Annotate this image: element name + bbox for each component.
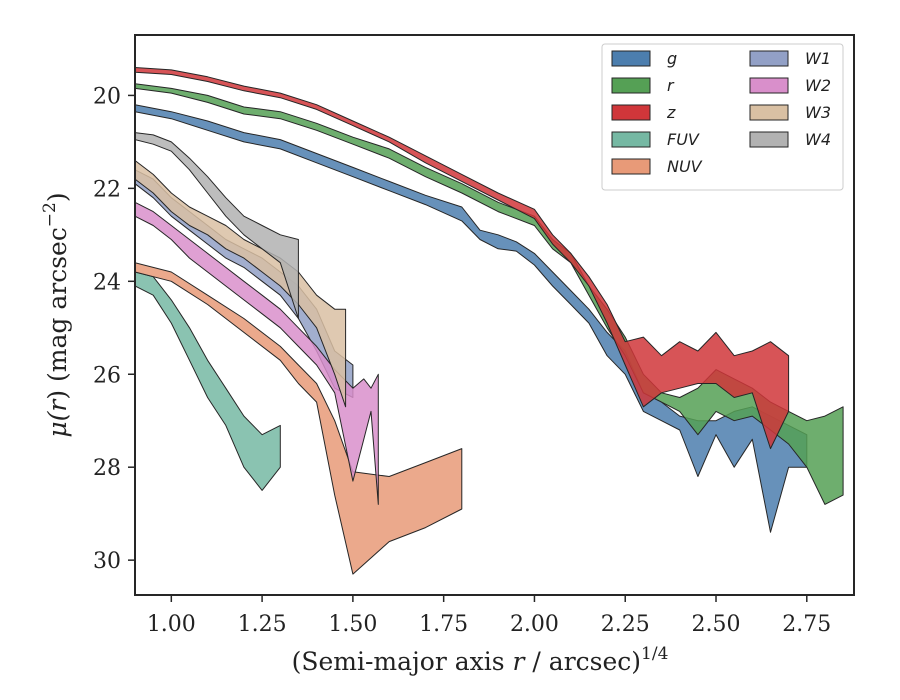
legend-swatch-g xyxy=(611,50,651,67)
band-w2 xyxy=(135,201,379,505)
x-axis-title-unit: / arcsec) xyxy=(524,647,641,676)
legend-label-fuv: FUV xyxy=(667,130,700,149)
x-axis-title: (Semi-major axis r / arcsec)1/4 xyxy=(292,644,669,676)
legend: grz FUV NUV W1 W2 W3 W4 xyxy=(601,43,844,191)
legend-swatch-w3 xyxy=(749,104,789,121)
y-axis-title-pre: μ( xyxy=(43,410,72,437)
y-tick-label: 22 xyxy=(93,177,121,202)
y-tick-label: 20 xyxy=(93,84,121,109)
band-w4 xyxy=(135,132,299,319)
legend-swatch-w4 xyxy=(749,131,789,148)
legend-swatch-w1 xyxy=(749,50,789,67)
legend-swatch-fuv xyxy=(611,131,651,148)
bands-group xyxy=(135,67,844,575)
band-nuv xyxy=(135,262,463,575)
x-axis-ticks: 1.00 1.25 1.50 1.75 2.00 2.25 2.50 2.75 xyxy=(147,595,831,637)
y-tick-label: 28 xyxy=(93,456,121,481)
y-axis-title-var: r xyxy=(43,398,72,412)
x-axis-title-var: r xyxy=(513,647,527,676)
band-r xyxy=(135,83,844,505)
legend-label-w3: W3 xyxy=(805,103,831,122)
x-tick-label: 1.75 xyxy=(419,612,468,637)
y-axis-title-close: ) xyxy=(43,192,72,202)
x-tick-label: 1.25 xyxy=(238,612,287,637)
legend-label-r: r xyxy=(667,76,675,95)
legend-label-nuv: NUV xyxy=(667,157,703,176)
x-tick-label: 1.00 xyxy=(147,612,196,637)
x-tick-label: 2.25 xyxy=(601,612,650,637)
legend-label-w2: W2 xyxy=(805,76,831,95)
x-tick-label: 2.75 xyxy=(782,612,831,637)
y-axis-title-post: ) (mag arcsec xyxy=(43,227,72,400)
legend-swatch-w2 xyxy=(749,77,789,94)
y-tick-label: 30 xyxy=(93,549,121,574)
band-w3 xyxy=(135,160,347,408)
legend-swatch-z xyxy=(611,104,651,121)
x-tick-label: 2.50 xyxy=(692,612,741,637)
legend-label-w4: W4 xyxy=(805,130,831,149)
y-axis-ticks: 20 22 24 26 28 30 xyxy=(93,84,135,574)
legend-label-w1: W1 xyxy=(805,49,831,68)
band-z xyxy=(135,67,790,450)
legend-label-g: g xyxy=(667,49,677,68)
x-tick-label: 2.00 xyxy=(510,612,559,637)
plot-frame xyxy=(134,34,855,596)
y-axis-title: μ(r) (mag arcsec−2) xyxy=(40,192,72,437)
legend-swatch-r xyxy=(611,77,651,94)
x-tick-label: 1.50 xyxy=(328,612,377,637)
x-axis-title-main: (Semi-major axis xyxy=(292,647,513,676)
y-axis-title-sup: −2 xyxy=(40,202,60,227)
legend-swatch-nuv xyxy=(611,158,651,175)
legend-label-z: z xyxy=(666,103,676,122)
y-tick-label: 24 xyxy=(93,270,121,295)
y-tick-label: 26 xyxy=(93,363,121,388)
x-axis-title-sup: 1/4 xyxy=(641,644,668,664)
band-fuv xyxy=(135,271,281,491)
